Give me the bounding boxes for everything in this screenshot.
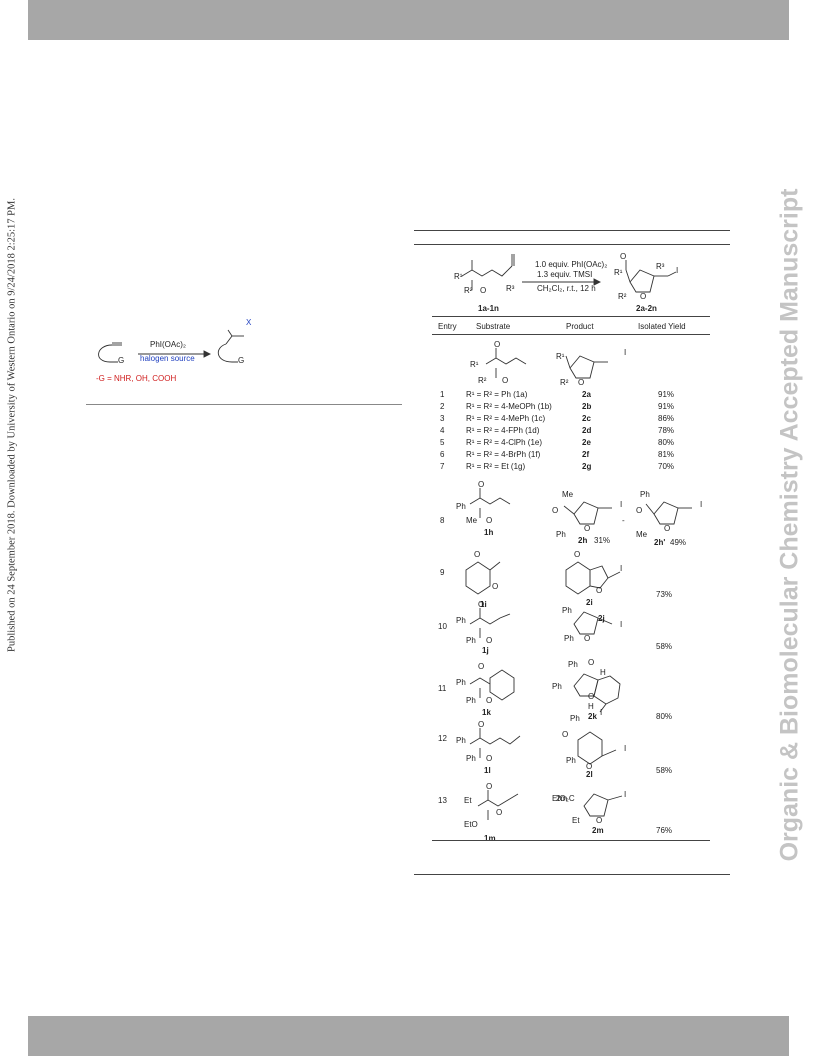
col-entry: Entry (438, 322, 457, 331)
footer-bar (28, 1016, 789, 1056)
group-label: G (118, 356, 125, 365)
cond-2: 1.3 equiv. TMSI (537, 270, 593, 279)
header-bar (28, 0, 789, 40)
r1-sm: R¹ (454, 272, 463, 281)
r1-gp: R¹ (556, 352, 565, 361)
cond-1: 1.0 equiv. PhI(OAc)₂ (535, 260, 608, 269)
o-ring-gp: O (578, 378, 585, 387)
halogen-source-label: halogen source (140, 354, 195, 363)
o-prod: O (620, 252, 627, 261)
r3-prod: R³ (656, 262, 665, 271)
r1-g: R¹ (470, 360, 479, 369)
r2-gp: R² (560, 378, 569, 387)
g-definition: -G = NHR, OH, COOH (96, 374, 177, 383)
entry13-ester-label: 2m (556, 794, 568, 803)
reagent-label: PhI(OAc)₂ (150, 340, 186, 349)
r3-sm: R³ (506, 284, 515, 293)
o-sm: O (480, 286, 487, 295)
table-top-rule (414, 230, 730, 231)
r2-sm: R² (464, 286, 473, 295)
product-group-label: G (238, 356, 245, 365)
cond-3: CH₂Cl₂, r.t., 12 h (537, 284, 596, 293)
col-substrate: Substrate (476, 322, 511, 331)
header-rule-top (432, 316, 710, 317)
o-top-g: O (494, 340, 501, 349)
o-ring-prod: O (640, 292, 647, 301)
r2-g: R² (478, 376, 487, 385)
r2-prod: R² (618, 292, 627, 301)
sm-label: 1a-1n (478, 304, 499, 313)
col-yield: Isolated Yield (638, 322, 686, 331)
table-bottom-rule (432, 840, 710, 841)
o-bot-g: O (502, 376, 509, 385)
i-prod: I (676, 266, 679, 275)
prod-label: 2a-2n (636, 304, 657, 313)
scheme-divider (86, 404, 402, 405)
i-gp: I (624, 348, 627, 357)
x-label: X (246, 318, 252, 327)
table-top-rule-2 (414, 244, 730, 245)
col-product: Product (566, 322, 594, 331)
footer-rule (414, 874, 730, 875)
header-rule-bottom (432, 334, 710, 335)
r1-prod: R¹ (614, 268, 623, 277)
